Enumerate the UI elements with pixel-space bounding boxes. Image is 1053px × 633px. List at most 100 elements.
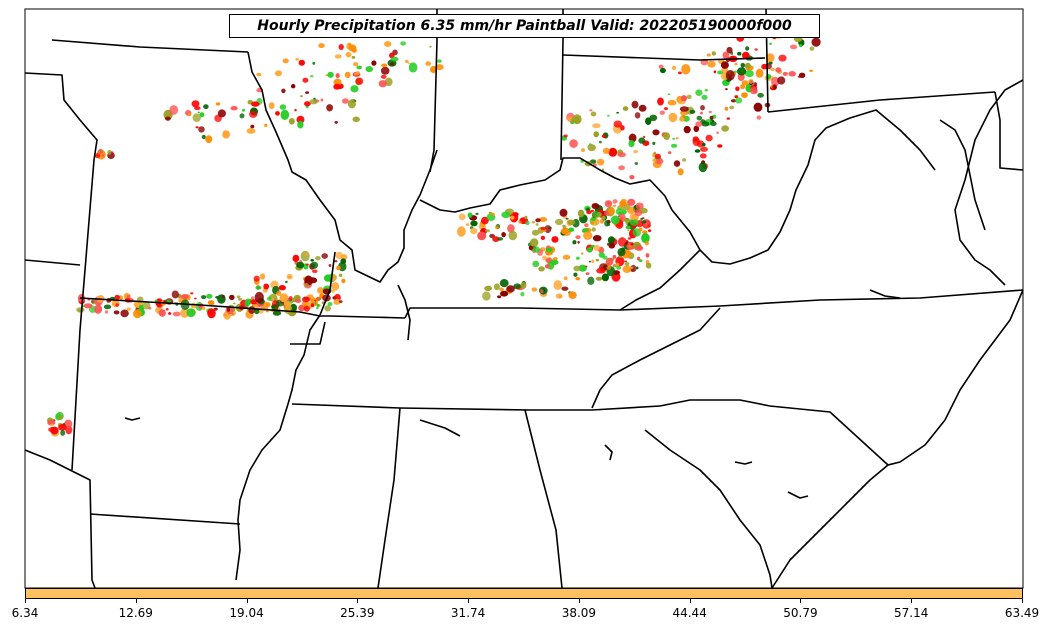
precip-blob: [148, 306, 152, 310]
precip-blob: [309, 99, 318, 105]
precip-blob: [577, 209, 585, 218]
precip-blob: [605, 257, 614, 266]
precip-blob: [635, 245, 644, 251]
precip-blob: [215, 102, 221, 106]
precip-blob: [571, 116, 581, 124]
precip-blob: [255, 285, 262, 290]
precip-blob: [782, 71, 788, 76]
precip-blob: [638, 259, 643, 262]
precip-blob: [604, 200, 613, 208]
precip-blob: [559, 208, 568, 217]
precip-blob: [256, 72, 262, 77]
precip-blob: [497, 295, 502, 299]
precip-blob: [222, 130, 231, 139]
map-title: Hourly Precipitation 6.35 mm/hr Paintbal…: [229, 14, 820, 38]
precip-blob: [531, 221, 536, 224]
precip-blob: [138, 305, 144, 310]
precip-blob: [573, 272, 578, 277]
precip-blob: [529, 238, 539, 247]
precip-blob: [495, 225, 499, 230]
precip-blob: [617, 152, 626, 158]
precip-blob: [324, 305, 332, 312]
precip-blob: [284, 301, 290, 306]
precip-blob: [310, 75, 314, 78]
precip-blob: [581, 148, 585, 153]
precip-blob: [465, 223, 470, 226]
precip-blob: [166, 299, 172, 303]
precip-blob: [671, 65, 677, 71]
colorbar: [25, 588, 1023, 599]
precip-blob: [770, 67, 775, 71]
precip-blob: [158, 309, 166, 317]
precip-blob: [57, 415, 63, 420]
precip-blob: [327, 302, 333, 306]
lake-detail-5: [124, 417, 141, 421]
precip-blob: [717, 144, 723, 148]
precip-blob: [187, 113, 192, 117]
precip-blob: [481, 216, 489, 225]
precip-blob: [101, 154, 105, 157]
precip-blob: [620, 125, 625, 131]
precip-blob: [352, 116, 360, 123]
precip-blob: [254, 308, 260, 315]
precip-blob: [591, 259, 595, 264]
precip-blob: [649, 114, 658, 122]
precip-blob: [591, 227, 596, 232]
precip-blob: [318, 43, 325, 49]
lake-detail-6: [734, 461, 753, 465]
precip-blob: [768, 61, 773, 65]
precip-blob: [275, 111, 280, 116]
colorbar-tick-label: 50.79: [783, 606, 818, 620]
precip-blob: [314, 299, 317, 302]
precip-blob: [249, 110, 258, 118]
precip-blob: [777, 76, 786, 85]
precip-blob: [353, 62, 359, 67]
precip-blob: [390, 56, 399, 62]
precip-blob: [94, 153, 101, 159]
precip-blob: [60, 430, 66, 436]
precip-blob: [340, 258, 347, 265]
precip-blob: [771, 76, 780, 87]
precip-blob: [222, 294, 225, 298]
precip-blob: [753, 102, 763, 112]
precip-blob: [245, 298, 251, 303]
precip-blob: [281, 88, 286, 94]
precip-blob: [562, 254, 571, 260]
precip-blob: [729, 105, 735, 110]
precip-blob: [484, 285, 492, 291]
precip-blob: [642, 135, 646, 139]
precip-blob: [553, 280, 563, 291]
precip-blob: [652, 129, 660, 136]
precip-blob: [610, 215, 620, 225]
precip-blob: [799, 43, 803, 48]
precip-blob: [300, 250, 310, 262]
precip-blob: [737, 67, 747, 76]
precip-blob: [615, 208, 623, 215]
precip-blob: [745, 62, 751, 69]
precip-blob: [91, 300, 94, 304]
precip-blob: [634, 112, 641, 119]
precip-blob: [561, 286, 569, 291]
colorbar-tick-label: 12.69: [118, 606, 153, 620]
precip-blob: [563, 134, 568, 138]
precip-blob: [707, 60, 716, 68]
precip-blob: [253, 275, 260, 282]
precip-blob: [467, 212, 473, 218]
boundary-tennessee-south: [291, 403, 661, 411]
precip-blob: [201, 134, 206, 140]
precip-blob: [497, 237, 504, 241]
precip-blob: [425, 61, 432, 66]
precip-blob: [577, 240, 580, 244]
precip-blob: [251, 101, 260, 107]
precip-blob: [595, 259, 600, 262]
precip-blob: [572, 240, 577, 245]
precip-blob: [303, 305, 310, 312]
precip-blob: [312, 61, 316, 65]
precip-blob: [740, 63, 746, 68]
precip-blob: [285, 280, 288, 284]
precip-blob: [470, 227, 478, 235]
precip-blob: [299, 260, 303, 262]
precip-blob: [286, 273, 293, 280]
precip-blob: [681, 64, 691, 75]
colorbar-tick-label: 38.09: [561, 606, 597, 620]
